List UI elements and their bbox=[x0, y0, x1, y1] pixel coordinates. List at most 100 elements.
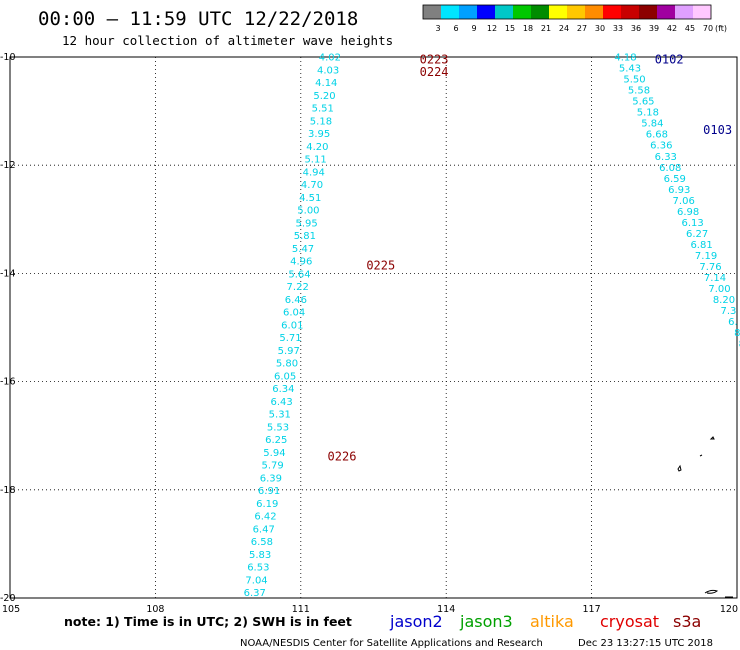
swh-value: 4.94 bbox=[303, 167, 325, 178]
swh-value: 4.70 bbox=[301, 180, 323, 191]
swh-value: 6.53 bbox=[247, 563, 269, 574]
colorbar-swatch bbox=[513, 5, 531, 19]
colorbar-label: 24 bbox=[559, 24, 569, 33]
swh-value: 5.71 bbox=[279, 333, 301, 344]
swh-value: 3.95 bbox=[308, 129, 330, 140]
swh-value: 6.34 bbox=[272, 384, 294, 395]
colorbar-swatch bbox=[549, 5, 567, 19]
pass-label: 0223 bbox=[420, 53, 449, 67]
lon-tick-label: 111 bbox=[292, 604, 310, 615]
colorbar-label: 70 bbox=[703, 24, 713, 33]
lon-tick-label: 120 bbox=[720, 604, 738, 615]
colorbar-label: 42 bbox=[667, 24, 677, 33]
swh-value: 7.00 bbox=[708, 284, 730, 295]
swh-value: 5.50 bbox=[623, 75, 645, 86]
lat-tick-label: -12 bbox=[0, 160, 16, 171]
colorbar-label: 15 bbox=[505, 24, 515, 33]
colorbar-swatch bbox=[441, 5, 459, 19]
swh-value: 5.51 bbox=[312, 104, 334, 115]
swh-value: 6.47 bbox=[253, 524, 275, 535]
colorbar-label: 36 bbox=[631, 24, 641, 33]
colorbar-swatch bbox=[531, 5, 549, 19]
colorbar-label: 12 bbox=[487, 24, 497, 33]
swh-value: 5.81 bbox=[294, 231, 316, 242]
colorbar-swatch bbox=[423, 5, 441, 19]
colorbar-swatch bbox=[585, 5, 603, 19]
colorbar-swatch bbox=[459, 5, 477, 19]
colorbar-swatch bbox=[567, 5, 585, 19]
satellite-legend: jason2 jason3 altika cryosat s3a bbox=[389, 612, 701, 631]
colorbar-label: 6 bbox=[453, 24, 458, 33]
swh-value: 4.03 bbox=[317, 65, 339, 76]
satellite-name: s3a bbox=[673, 612, 701, 631]
swh-value: 5.80 bbox=[276, 359, 298, 370]
colorbar-swatch bbox=[657, 5, 675, 19]
lat-tick-label: -10 bbox=[0, 52, 16, 63]
swh-value: 7.14 bbox=[704, 273, 726, 284]
swh-value: 4.96 bbox=[290, 257, 312, 268]
satellite-name: cryosat bbox=[600, 612, 659, 631]
colorbar-label: 45 bbox=[685, 24, 695, 33]
swh-value: 8 bbox=[739, 339, 740, 350]
colorbar-border bbox=[422, 4, 712, 20]
swh-value: 5.18 bbox=[310, 116, 332, 127]
swh-value: 6.58 bbox=[251, 537, 273, 548]
swh-value: 5.47 bbox=[292, 244, 314, 255]
swh-value: 6.42 bbox=[254, 512, 276, 523]
swh-value: 6.13 bbox=[682, 218, 704, 229]
colorbar-label: 39 bbox=[649, 24, 659, 33]
colorbar-swatch bbox=[693, 5, 711, 19]
swh-value: 6.68 bbox=[646, 130, 668, 141]
swh-value: 5.97 bbox=[278, 346, 300, 357]
swh-value: 6.33 bbox=[655, 152, 677, 163]
coastline-outline bbox=[704, 589, 719, 594]
swh-value: 5.53 bbox=[267, 422, 289, 433]
swh-value: 6.27 bbox=[686, 229, 708, 240]
swh-value: 5.43 bbox=[619, 64, 641, 75]
swh-value: 6.36 bbox=[650, 141, 672, 152]
colorbar-label: 27 bbox=[577, 24, 587, 33]
lat-tick-label: -16 bbox=[0, 377, 16, 388]
swh-value: 6.08 bbox=[659, 163, 681, 174]
island-outline bbox=[699, 454, 703, 457]
swh-value: 6.91 bbox=[258, 486, 280, 497]
colorbar-label: 18 bbox=[523, 24, 533, 33]
swh-value: 5.11 bbox=[304, 155, 326, 166]
swh-value: 8.20 bbox=[713, 295, 735, 306]
swh-value: 5.79 bbox=[262, 461, 284, 472]
swh-value: 5.58 bbox=[628, 86, 650, 97]
colorbar-label: 9 bbox=[471, 24, 476, 33]
swh-value: 6.93 bbox=[668, 185, 690, 196]
lon-tick-label: 108 bbox=[146, 604, 164, 615]
credit-text: NOAA/NESDIS Center for Satellite Applica… bbox=[240, 638, 543, 649]
swh-value: 7.22 bbox=[287, 282, 309, 293]
lat-tick-label: -20 bbox=[0, 593, 16, 604]
colorbar-label: 3 bbox=[435, 24, 440, 33]
swh-value: 5.00 bbox=[297, 206, 319, 217]
pass-label: 0225 bbox=[366, 258, 395, 272]
swh-value: 6.43 bbox=[270, 397, 292, 408]
pass-label: 0103 bbox=[703, 123, 732, 137]
coastline-fragments bbox=[677, 436, 733, 598]
swh-value: 7.3 bbox=[720, 306, 736, 317]
map-grid bbox=[10, 57, 737, 598]
colorbar-swatch bbox=[477, 5, 495, 19]
swh-value: 5.95 bbox=[295, 218, 317, 229]
swh-value: 5.31 bbox=[269, 410, 291, 421]
swh-value: 6.39 bbox=[260, 473, 282, 484]
swh-value: 6.98 bbox=[677, 207, 699, 218]
lat-tick-label: -14 bbox=[0, 268, 16, 279]
colorbar-label: 30 bbox=[595, 24, 605, 33]
swh-value: 6.01 bbox=[281, 320, 303, 331]
colorbar-swatch bbox=[675, 5, 693, 19]
lon-tick-label: 105 bbox=[2, 604, 20, 615]
lon-tick-label: 114 bbox=[437, 604, 455, 615]
pass-label: 0224 bbox=[420, 65, 449, 79]
swh-value: 4.02 bbox=[319, 53, 341, 64]
island-outline bbox=[677, 464, 682, 472]
swh-value: 8 bbox=[734, 328, 740, 339]
swh-value: 6.81 bbox=[690, 240, 712, 251]
swh-value: 6. bbox=[728, 317, 738, 328]
